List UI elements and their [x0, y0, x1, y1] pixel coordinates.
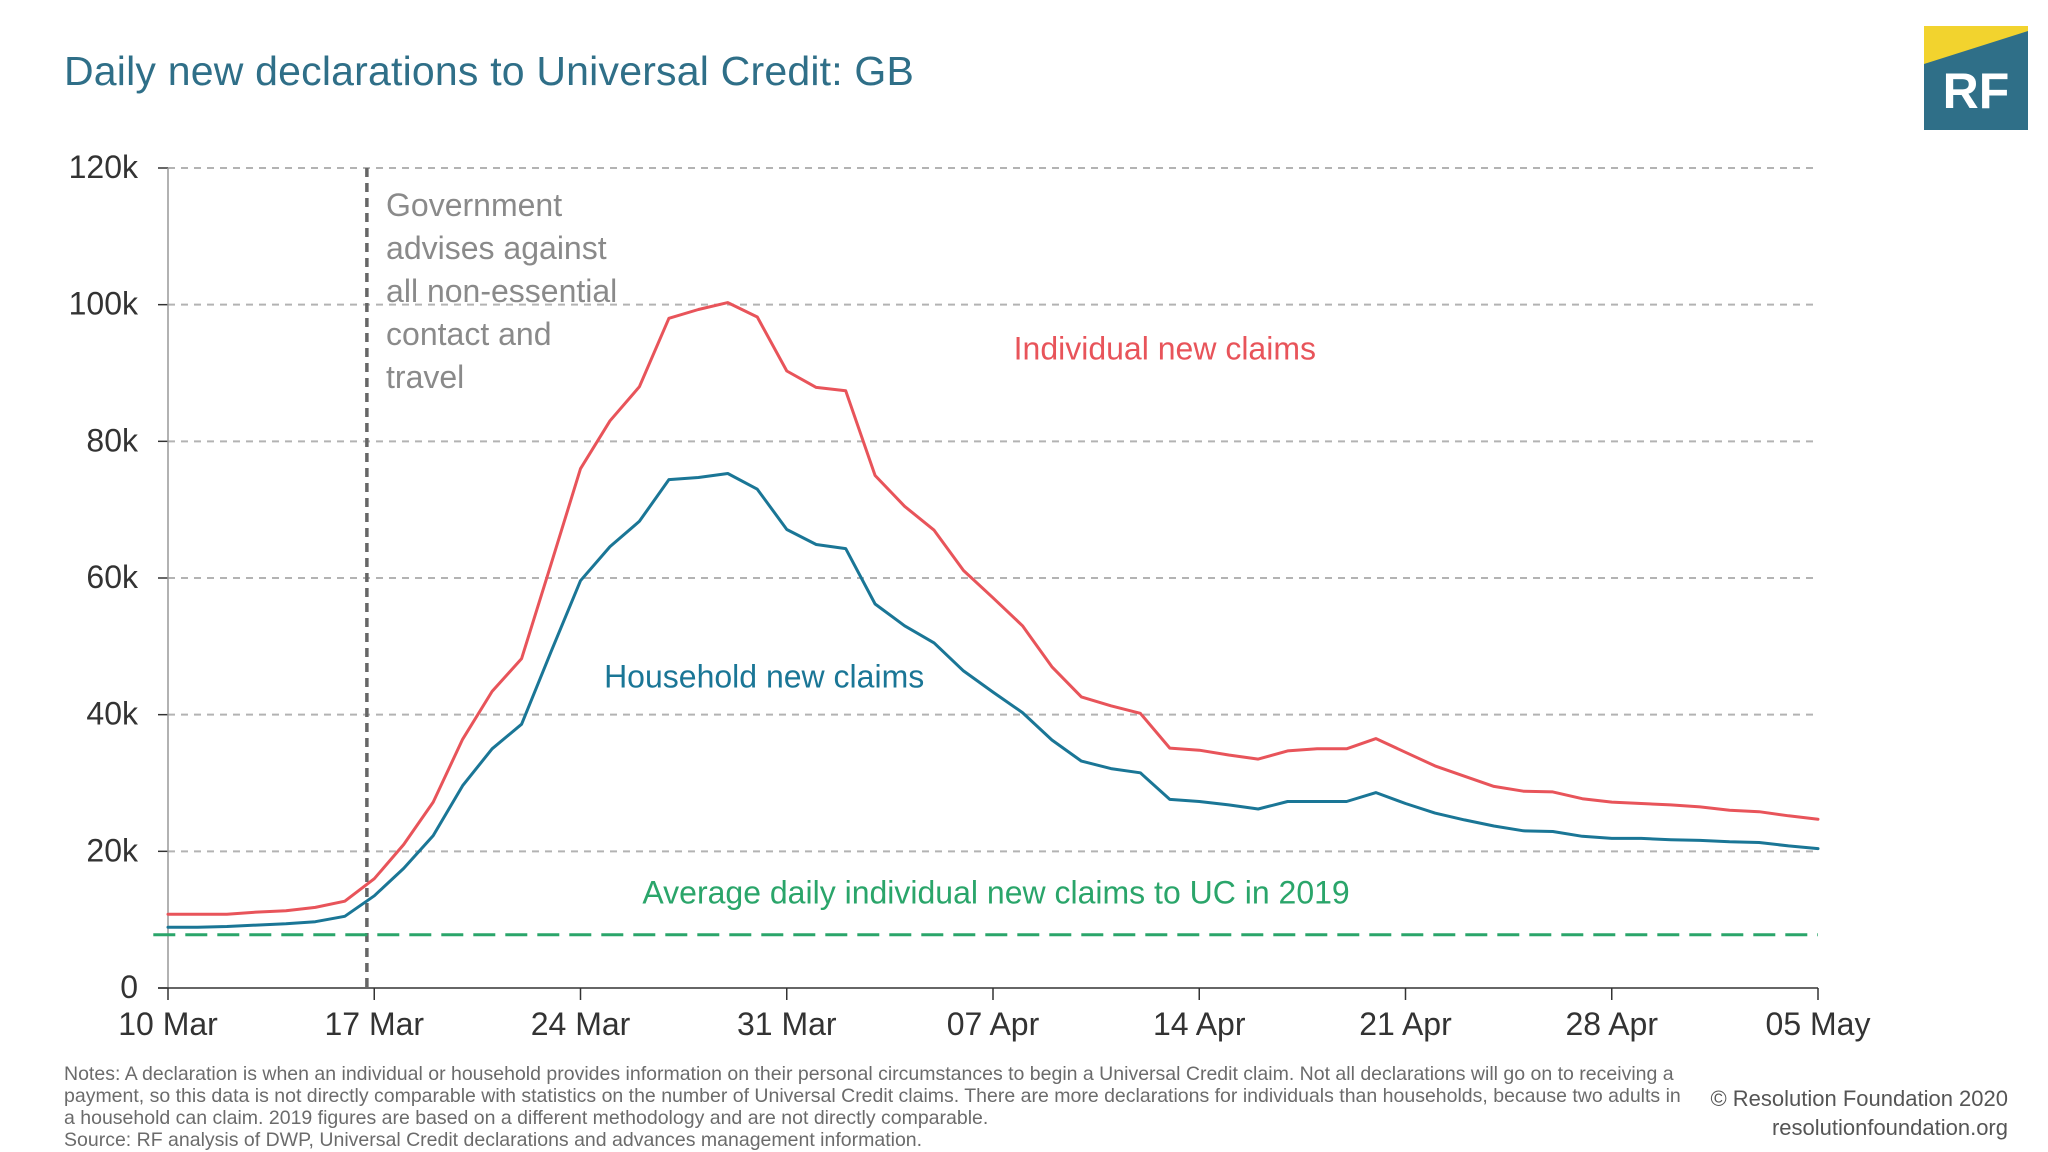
annotation-text-line: travel: [386, 359, 464, 395]
rf-logo: RF: [1924, 26, 2028, 130]
website-text: resolutionfoundation.org: [1771, 1115, 2008, 1140]
annotation-text-line: advises against: [386, 230, 607, 266]
chart-title: Daily new declarations to Universal Cred…: [64, 48, 915, 94]
series-labels: Individual new claims Household new claim…: [604, 330, 1350, 910]
y-tick-label: 60k: [86, 559, 139, 595]
y-tick-label: 20k: [86, 832, 139, 868]
credit: © Resolution Foundation 2020 resolutionf…: [1710, 1084, 2008, 1142]
annotation-text-line: all non-essential: [386, 273, 617, 309]
household-claims-label: Household new claims: [604, 658, 924, 694]
baseline-2019-label: Average daily individual new claims to U…: [642, 874, 1349, 910]
individual-claims-line: [166, 301, 1820, 916]
household-claims-line: [166, 472, 1820, 929]
axes: 0 20k 40k 60k 80k 100k 120k 10 Mar 17 Mar 24 Mar 3…: [69, 149, 1871, 1042]
x-tick-label: 21 Apr: [1359, 1006, 1452, 1042]
individual-claims-label: Individual new claims: [1014, 330, 1316, 366]
chart-notes: Notes: A declaration is when an individu…: [64, 1063, 1684, 1151]
y-tick-label: 0: [120, 969, 138, 1005]
notes-text: Notes: A declaration is when an individu…: [64, 1063, 1681, 1129]
x-tick-label: 07 Apr: [947, 1006, 1040, 1042]
annotation-text-line: contact and: [386, 316, 551, 352]
x-tick-label: 28 Apr: [1565, 1006, 1658, 1042]
x-tick-label: 24 Mar: [531, 1006, 631, 1042]
y-tick-label: 100k: [69, 286, 139, 322]
y-tick-label: 120k: [69, 149, 139, 185]
x-tick-label: 05 May: [1766, 1006, 1871, 1042]
y-tick-label: 40k: [86, 696, 139, 732]
grid-lines: [168, 167, 1818, 853]
y-tick-label: 80k: [86, 422, 139, 458]
annotation-text-line: Government: [386, 187, 562, 223]
copyright-text: © Resolution Foundation 2020: [1710, 1086, 2008, 1111]
x-tick-label: 31 Mar: [737, 1006, 837, 1042]
x-tick-label: 10 Mar: [118, 1006, 218, 1042]
annotations: Government advises against all non-essenti…: [365, 168, 617, 988]
logo-text: RF: [1943, 63, 2010, 119]
x-tick-label: 14 Apr: [1153, 1006, 1246, 1042]
series-lines: [153, 301, 1820, 937]
x-tick-label: 17 Mar: [324, 1006, 424, 1042]
logo-yellow-corner: [1924, 26, 2028, 64]
source-text: Source: RF analysis of DWP, Universal Cr…: [64, 1129, 923, 1151]
